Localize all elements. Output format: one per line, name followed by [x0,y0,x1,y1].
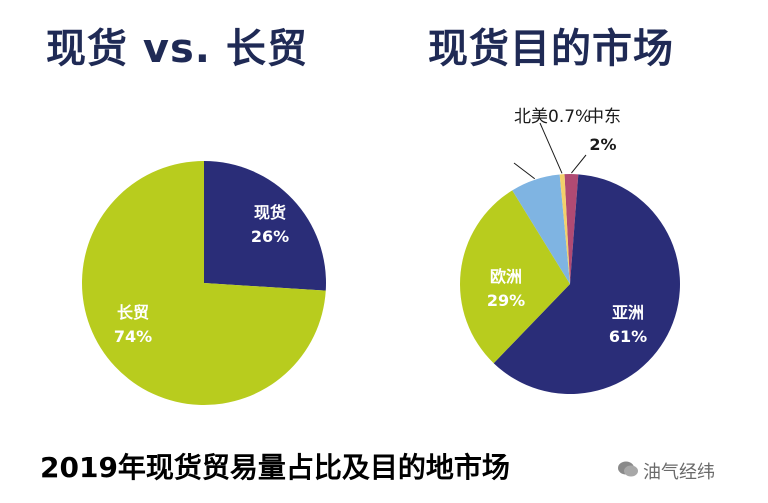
pie1-slice-1 [204,161,326,291]
pie2-leader-line-5 [539,122,563,174]
figure-caption: 2019年现货贸易量占比及目的地市场 [40,451,510,484]
pie1-category-label-2: 长贸 [117,303,149,322]
pie1-category-label-1: 现货 [254,203,286,222]
chat-bubble-icon [618,461,638,477]
pie2-value-label-2: 61% [609,327,647,346]
pie2-value-label-3: 29% [487,291,525,310]
pie2-slice-3 [460,190,570,364]
pie1-value-label-1: 26% [251,227,289,246]
pie1-slice-2 [81,161,326,406]
pie2-label-5: 北美0.7% [514,107,591,127]
pie2-slice-4 [512,174,570,284]
pie2-leader-line-4 [513,162,536,180]
pie1-value-label-2: 74% [114,327,152,346]
pie2-slice-2 [493,174,680,394]
pie2-slice-5 [559,174,570,284]
pie2-category-label-2: 亚洲 [612,303,644,322]
right-chart-title: 现货目的市场 [428,26,674,72]
pie2-value-label-1: 2% [589,135,616,154]
pie2-leader-line-1 [571,154,587,174]
pie2-category-label-3: 欧洲 [490,267,522,286]
pie2-category-label-1: 中东 [587,107,621,127]
pie2-slice-1 [564,174,579,284]
left-chart-title: 现货 vs. 长贸 [46,26,308,72]
watermark-text: 油气经纬 [643,462,715,483]
